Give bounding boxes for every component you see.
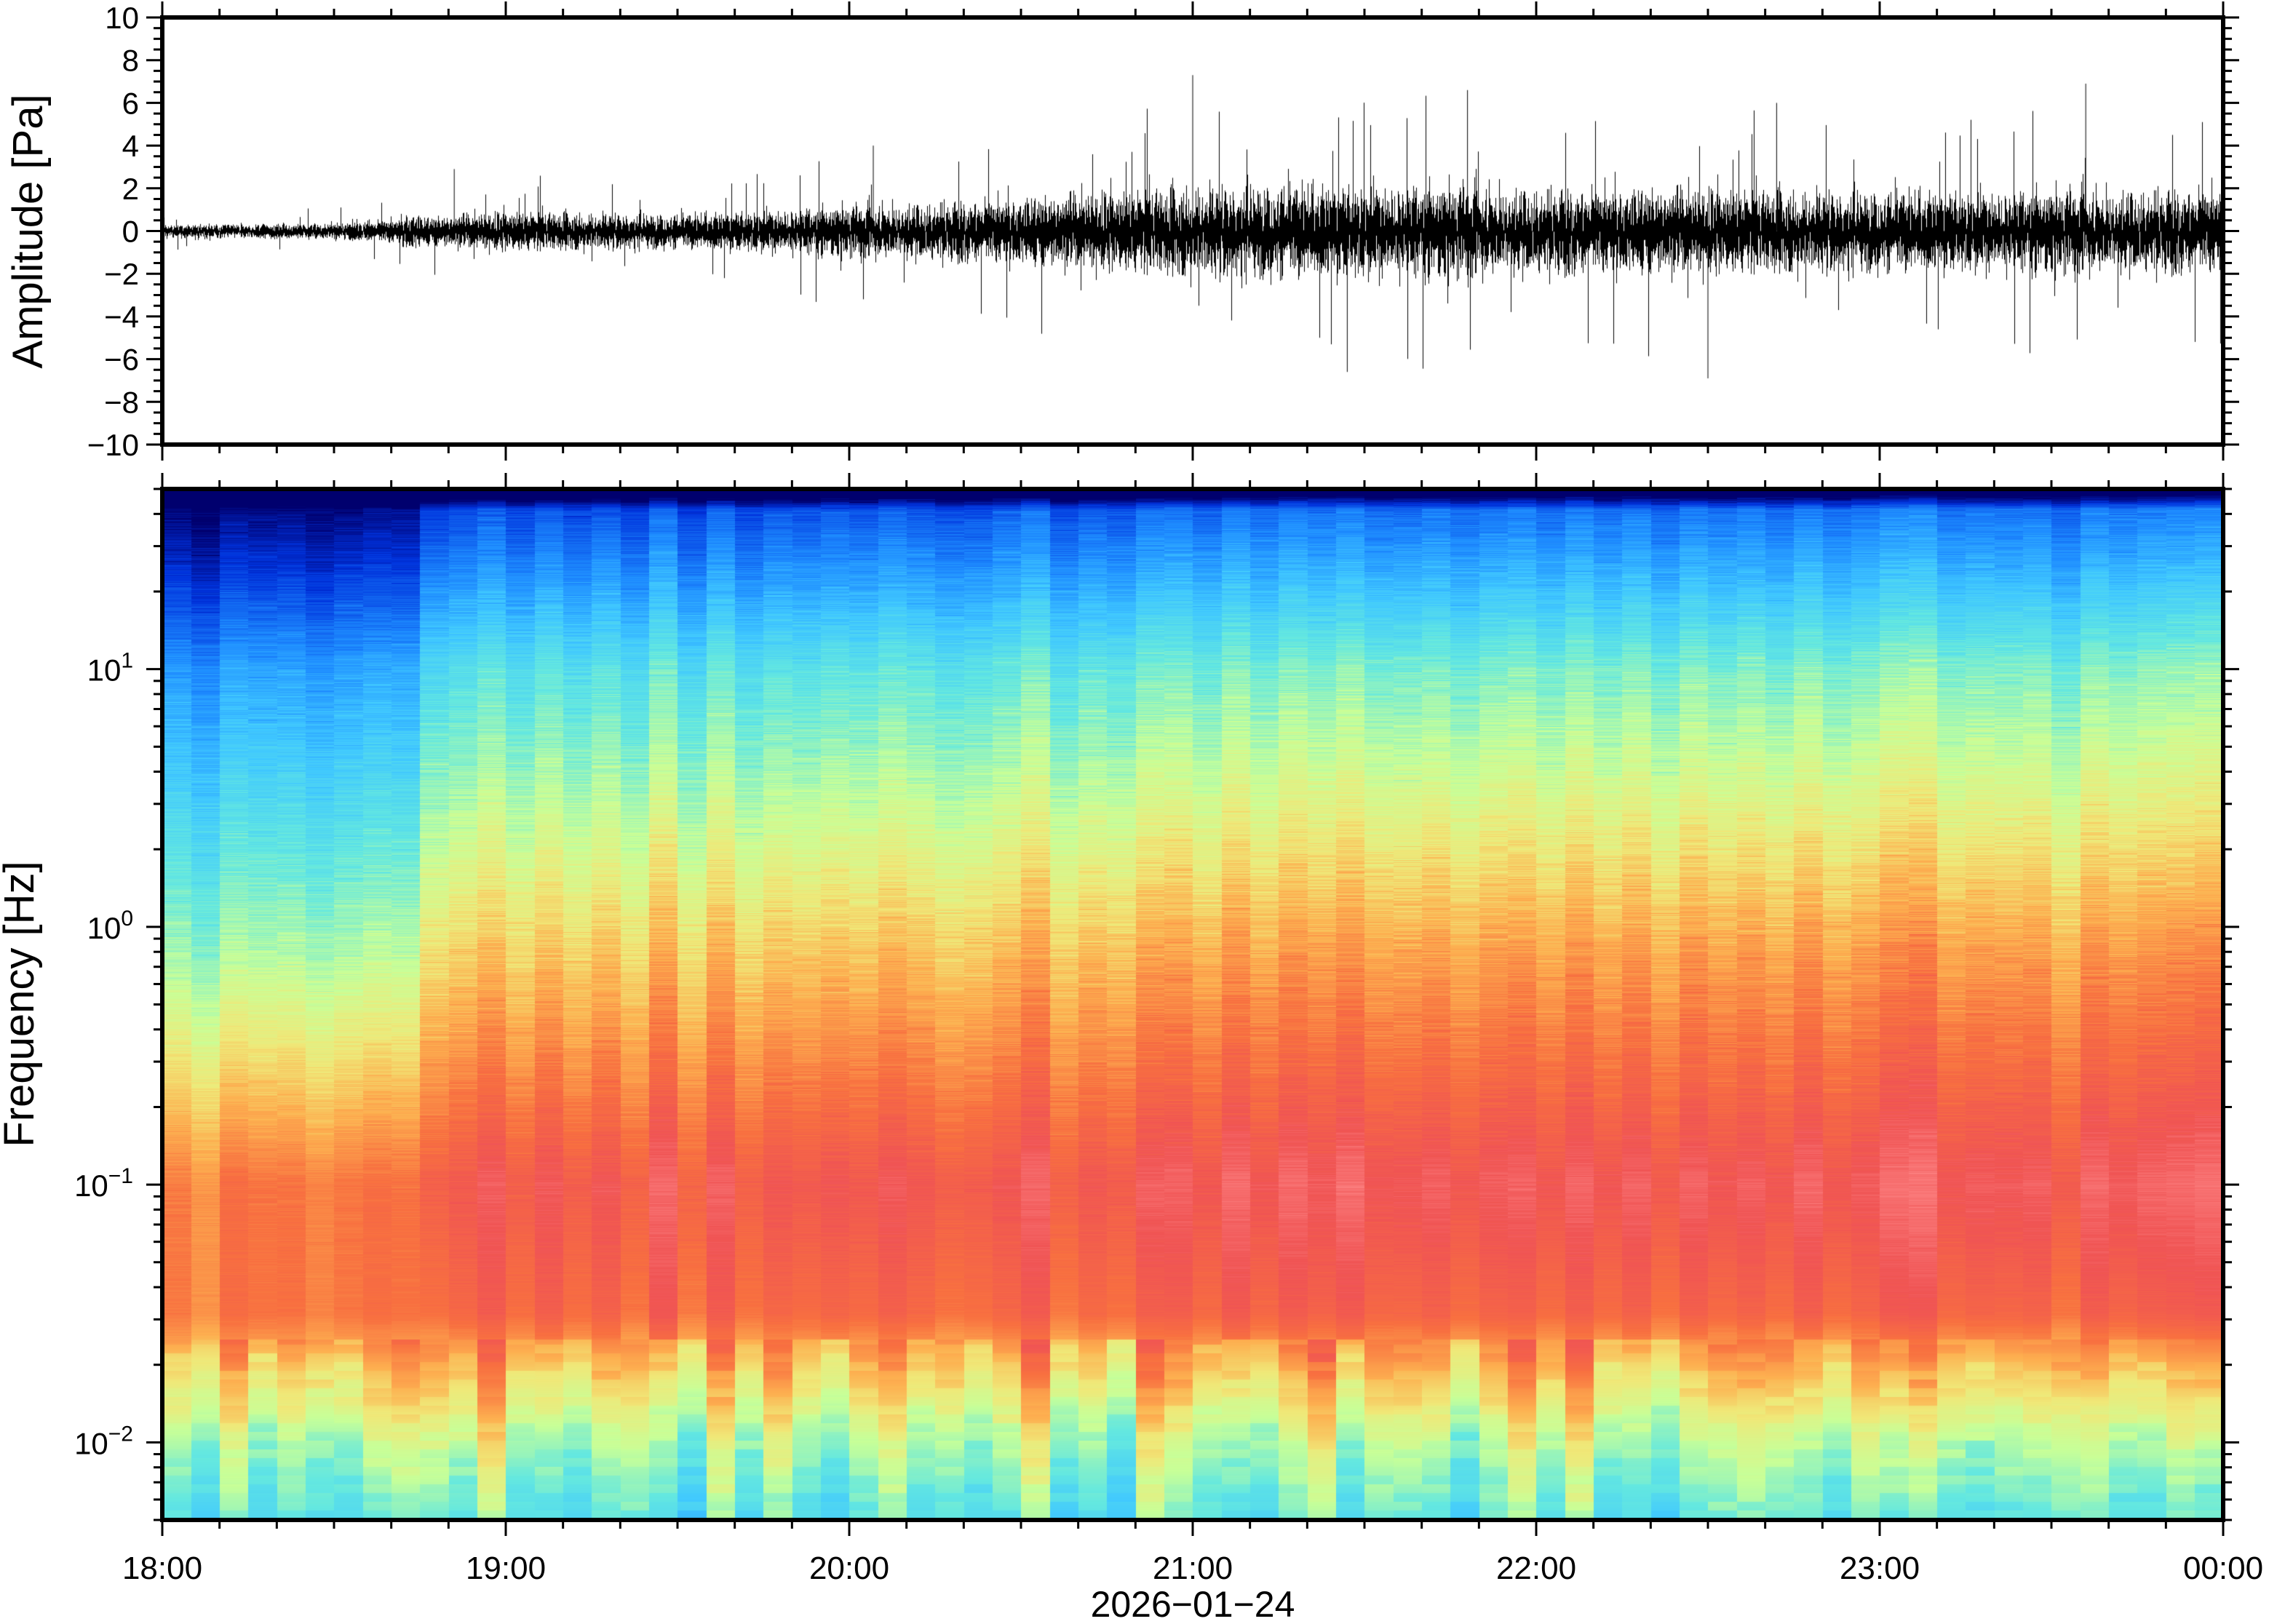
frequency-tick-label: 101 — [87, 649, 133, 688]
amplitude-tick-label: −8 — [104, 385, 139, 419]
amplitude-tick-label: 6 — [122, 86, 139, 120]
frequency-axis-label: Frequency [Hz] — [0, 861, 43, 1147]
amplitude-tick-label: −2 — [104, 257, 139, 291]
frequency-tick-label: 10−1 — [74, 1164, 133, 1203]
spectrogram-plot — [162, 489, 2223, 1520]
amplitude-tick-label: 2 — [122, 172, 139, 206]
amplitude-tick-label: 8 — [122, 44, 139, 78]
x-tick-label: 18:00 — [122, 1551, 202, 1586]
amplitude-tick-label: 10 — [105, 1, 139, 35]
amplitude-tick-label: 4 — [122, 129, 139, 163]
x-tick-label: 22:00 — [1496, 1551, 1576, 1586]
waveform-frame — [160, 15, 2225, 447]
x-tick-label: 00:00 — [2183, 1551, 2263, 1586]
date-label: 2026−01−24 — [1091, 1584, 1295, 1624]
frequency-tick-label: 10−2 — [74, 1422, 133, 1460]
spectrogram-frame — [160, 487, 2225, 1522]
x-tick-label: 20:00 — [809, 1551, 889, 1586]
x-tick-label: 21:00 — [1153, 1551, 1233, 1586]
tick-labels: 18:00 19:00 20:00 21:00 22:00 23:00 00:00 10 8 6 4… — [74, 1, 2263, 1586]
amplitude-tick-label: −6 — [104, 343, 139, 377]
waveform-plot — [162, 17, 2223, 445]
x-tick-label: 23:00 — [1840, 1551, 1920, 1586]
amplitude-tick-label: 0 — [122, 215, 139, 249]
ticks — [146, 1, 2239, 1536]
amplitude-axis-label: Amplitude [Pa] — [4, 94, 52, 368]
amplitude-tick-label: −10 — [87, 428, 139, 462]
amplitude-tick-label: −4 — [104, 300, 139, 334]
x-tick-label: 19:00 — [466, 1551, 546, 1586]
frequency-tick-label: 100 — [87, 907, 133, 945]
